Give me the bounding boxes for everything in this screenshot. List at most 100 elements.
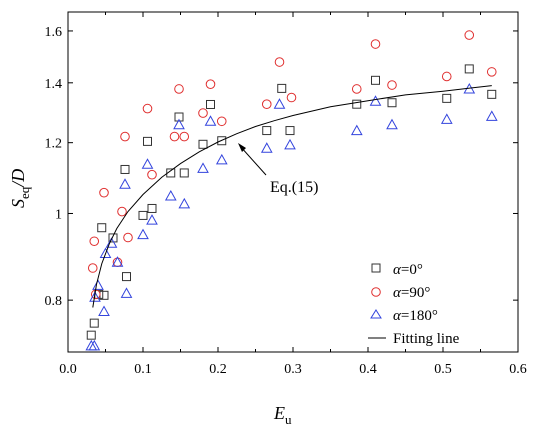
fitting-line: [92, 85, 492, 308]
x-tick-label: 0.6: [509, 362, 527, 377]
legend-label-alpha-0-symbol: α: [393, 262, 402, 278]
data-point-square: [198, 139, 208, 149]
data-point-triangle: [260, 142, 273, 153]
legend-label-alpha-0-text: =0°: [401, 262, 423, 278]
data-point-triangle: [197, 162, 209, 173]
data-point-circle: [274, 57, 285, 67]
data-point-square: [179, 168, 189, 178]
data-point-triangle: [284, 138, 296, 150]
x-tick-label: 0.3: [284, 362, 302, 377]
y-axis-label-suffix: /D: [8, 169, 28, 188]
data-point-triangle: [369, 95, 382, 106]
data-point-circle: [117, 206, 127, 217]
data-point-triangle: [485, 110, 498, 121]
data-point-square: [122, 272, 131, 282]
annotation-arrow-head: [238, 143, 246, 152]
data-point-square: [352, 99, 362, 109]
data-point-square: [217, 136, 227, 146]
legend-marker-square: [371, 263, 381, 273]
data-point-square: [464, 64, 474, 74]
data-point-circle: [205, 79, 216, 89]
legend-label-alpha-90-text: =90°: [401, 285, 430, 301]
data-point-triangle: [386, 118, 398, 130]
data-point-square: [285, 126, 295, 136]
data-point-triangle: [141, 158, 154, 169]
data-point-circle: [142, 103, 153, 114]
data-point-square: [387, 98, 397, 108]
data-point-circle: [464, 30, 475, 40]
data-point-square: [147, 203, 157, 213]
x-axis-label-sub: u: [285, 412, 292, 427]
legend-label-alpha-180-symbol: α: [393, 308, 402, 324]
y-tick-label: 1.6: [45, 25, 63, 40]
data-point-square: [371, 75, 380, 85]
data-point-triangle: [98, 305, 110, 316]
data-point-circle: [261, 99, 272, 109]
data-point-triangle: [99, 247, 112, 258]
x-tick-label: 0.5: [434, 362, 452, 377]
data-point-square: [143, 136, 152, 146]
y-axis-label: Seq/D: [8, 169, 32, 208]
data-point-circle: [123, 232, 133, 243]
axis-ticks: 0.0 0.1 0.2 0.3 0.4 0.5 0.6 0.8 1 1.2 1.4 1.6: [45, 12, 527, 377]
data-point-square: [97, 223, 107, 233]
y-tick-label: 0.8: [45, 294, 63, 309]
y-tick-label: 1.4: [45, 77, 63, 92]
y-axis-label-main: S: [8, 199, 28, 208]
data-point-circle: [120, 131, 130, 142]
legend-label-alpha-0: α=0°: [393, 262, 423, 278]
y-tick-label: 1: [55, 207, 62, 222]
data-point-circle: [89, 236, 100, 247]
data-point-triangle: [440, 113, 453, 124]
data-point-circle: [286, 92, 297, 103]
legend-label-fitting-line: Fitting line: [393, 331, 460, 347]
legend-marker-triangle: [370, 309, 382, 319]
data-point-circle: [179, 131, 190, 142]
legend-label-alpha-180: α=180°: [393, 308, 438, 324]
data-point-triangle: [137, 228, 149, 240]
data-point-circle: [387, 80, 397, 90]
data-point-circle: [169, 131, 180, 142]
x-axis-label: Eu: [273, 403, 292, 427]
data-point-circle: [441, 71, 452, 82]
data-point-circle: [216, 116, 227, 127]
data-point-circle: [87, 263, 98, 273]
data-point-triangle: [92, 279, 104, 290]
data-point-triangle: [350, 124, 363, 136]
data-point-circle: [351, 84, 362, 94]
legend-label-alpha-180-text: =180°: [401, 308, 438, 324]
data-point-circle: [370, 39, 381, 49]
data-point-triangle: [88, 339, 101, 351]
x-tick-label: 0.0: [59, 362, 77, 377]
plot-data: [85, 30, 498, 351]
data-point-square: [166, 168, 176, 178]
data-point-triangle: [119, 178, 131, 189]
data-point-square: [138, 210, 148, 220]
x-tick-label: 0.2: [209, 362, 227, 377]
data-point-triangle: [105, 237, 118, 248]
data-point-circle: [198, 108, 208, 118]
data-point-square: [262, 126, 272, 136]
data-point-square: [174, 112, 184, 122]
data-point-square: [442, 93, 452, 103]
data-point-square: [120, 164, 130, 174]
y-tick-label: 1.2: [45, 137, 63, 152]
data-point-square: [487, 89, 497, 99]
data-point-triangle: [89, 291, 101, 302]
y-axis-label-sub: eq: [17, 186, 32, 199]
data-point-triangle: [273, 98, 286, 109]
data-point-square: [86, 330, 96, 340]
data-point-circle: [486, 67, 497, 77]
data-point-square: [89, 318, 99, 328]
data-point-triangle: [173, 118, 185, 130]
data-point-triangle: [111, 256, 124, 267]
data-point-triangle: [120, 287, 133, 298]
data-point-triangle: [146, 214, 158, 225]
x-tick-label: 0.1: [134, 362, 152, 377]
data-point-triangle: [178, 197, 191, 209]
data-point-triangle: [215, 153, 228, 165]
data-point-triangle: [164, 189, 177, 201]
annotation-arrow-shaft: [239, 145, 267, 176]
annotation-label: Eq.(15): [270, 179, 318, 196]
